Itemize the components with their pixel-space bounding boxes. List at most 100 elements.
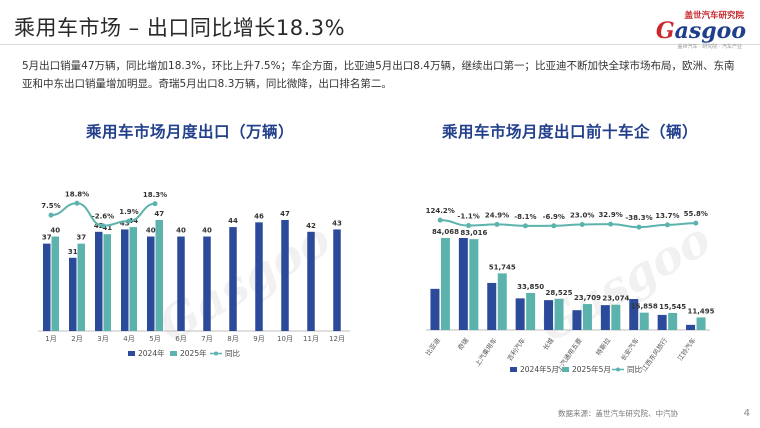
header-divider: [0, 44, 760, 45]
bar-value-label: 41: [102, 224, 112, 232]
yoy-point: [551, 223, 557, 229]
yoy-label: -1.1%: [457, 213, 479, 221]
bar-2025年5月: [582, 304, 592, 330]
x-tick-label: 上汽乘用车: [473, 336, 499, 368]
x-tick-label: 4月: [123, 335, 134, 343]
legend-label: 同比: [225, 348, 240, 358]
x-tick-label: 1月: [45, 335, 56, 343]
bar-value-label: 44: [228, 217, 238, 225]
page-title: 乘用车市场 – 出口同比增长18.3%: [14, 16, 346, 40]
bar-value-label: 15,545: [659, 303, 686, 311]
bar-2025年: [129, 227, 137, 331]
yoy-point: [152, 201, 158, 207]
bar-2025年: [77, 243, 85, 331]
x-tick-label: 长安汽车: [618, 336, 641, 363]
bar-value-label: 47: [280, 210, 290, 218]
yoy-point: [636, 224, 642, 230]
bar-2024年5月: [629, 299, 639, 330]
yoy-point: [522, 223, 528, 229]
bar-2024年5月: [657, 314, 667, 330]
yoy-point: [494, 221, 500, 227]
legend-swatch-2024年: [128, 351, 135, 356]
x-tick-label: 3月: [97, 335, 108, 343]
yoy-point: [100, 223, 106, 229]
chart1-title: 乘用车市场月度出口（万辆）: [85, 123, 294, 141]
bar-value-label: 83,016: [460, 229, 487, 237]
yoy-label: 55.8%: [684, 210, 708, 218]
logo-subtitle: 盖世汽车 · 研究院 · 汽车产业: [677, 44, 742, 50]
legend-label: 2025年5月: [572, 364, 611, 374]
bar-2025年: [155, 220, 163, 331]
legend-label: 2025年: [180, 348, 207, 358]
bar-2024年5月: [686, 324, 696, 330]
bar-value-label: 37: [76, 234, 86, 242]
legend-swatch-2025年5月: [562, 367, 569, 372]
bar-2025年5月: [668, 312, 678, 330]
summary-text: 5月出口销量47万辆，同比增加18.3%，环比上升7.5%；车企方面，比亚迪5月…: [22, 60, 735, 90]
bar-value-label: 51,745: [489, 263, 516, 271]
yoy-point: [126, 218, 132, 224]
logo-cn-text: 盖世汽车研究院: [684, 11, 744, 21]
bar-2024年: [203, 236, 211, 331]
bar-2025年5月: [639, 312, 649, 330]
yoy-point: [466, 223, 472, 229]
bar-2024年: [43, 243, 51, 331]
monthly-export-chart: 37401月31372月42413月43444月40475月406月407月44…: [38, 190, 350, 358]
x-tick-label: 11月: [303, 335, 319, 343]
legend-label: 2024年: [138, 348, 165, 358]
bar-value-label: 15,858: [631, 303, 658, 311]
x-tick-label: 比亚迪: [423, 336, 442, 358]
bar-2024年: [333, 229, 341, 331]
yoy-point: [437, 217, 443, 223]
x-tick-label: 特斯拉: [594, 336, 613, 358]
bar-value-label: 42: [306, 222, 316, 230]
x-tick-label: 长城: [541, 336, 556, 352]
x-tick-label: 7月: [201, 335, 212, 343]
top10-automaker-chart: 84,068 比亚迪 83,016 奇瑞 51,745 上汽乘用车 33,850 吉利汽车 28…: [423, 207, 714, 374]
bar-2025年5月: [469, 239, 479, 330]
legend-swatch-dot: [616, 367, 620, 372]
x-tick-label: 8月: [227, 335, 238, 343]
x-tick-label: 奇瑞: [455, 336, 470, 352]
yoy-point: [48, 212, 54, 218]
bar-value-label: 40: [146, 227, 156, 235]
yoy-label: -6.9%: [543, 213, 565, 221]
yoy-label: -2.6%: [92, 213, 114, 221]
yoy-point: [74, 200, 80, 206]
bar-2025年5月: [554, 298, 564, 330]
x-tick-label: 吉利汽车: [505, 336, 528, 363]
bar-2024年5月: [458, 238, 468, 330]
bar-2024年5月: [430, 288, 440, 330]
x-tick-label: 10月: [277, 335, 293, 343]
yoy-label: -38.3%: [625, 214, 652, 222]
bar-2025年: [103, 234, 111, 331]
bar-value-label: 84,068: [432, 228, 459, 236]
bar-value-label: 47: [154, 210, 164, 218]
bar-2024年: [95, 231, 103, 331]
bar-2024年5月: [515, 298, 525, 330]
yoy-label: 13.7%: [655, 212, 679, 220]
legend-swatch-2024年5月: [510, 367, 517, 372]
bar-2025年5月: [696, 317, 706, 330]
bar-value-label: 28,525: [546, 289, 573, 297]
x-tick-label: 6月: [175, 335, 186, 343]
yoy-point: [608, 221, 614, 227]
x-tick-label: 2月: [71, 335, 82, 343]
yoy-label: 18.8%: [65, 190, 89, 198]
yoy-point: [579, 222, 585, 228]
bar-2024年: [69, 257, 77, 331]
bar-value-label: 46: [254, 212, 264, 220]
bar-value-label: 23,074: [602, 295, 629, 303]
yoy-point: [693, 220, 699, 226]
yoy-label: 1.9%: [119, 208, 138, 216]
bar-2025年5月: [611, 304, 621, 330]
bar-2025年5月: [497, 273, 507, 330]
bar-2024年: [255, 222, 263, 331]
yoy-line: [440, 219, 696, 229]
yoy-label: 32.9%: [598, 211, 622, 219]
bar-value-label: 31: [68, 248, 78, 256]
x-tick-label: 江铃汽车: [675, 336, 698, 363]
bar-2024年: [147, 236, 155, 331]
x-tick-label: 5月: [149, 335, 160, 343]
bar-2024年: [307, 231, 315, 331]
